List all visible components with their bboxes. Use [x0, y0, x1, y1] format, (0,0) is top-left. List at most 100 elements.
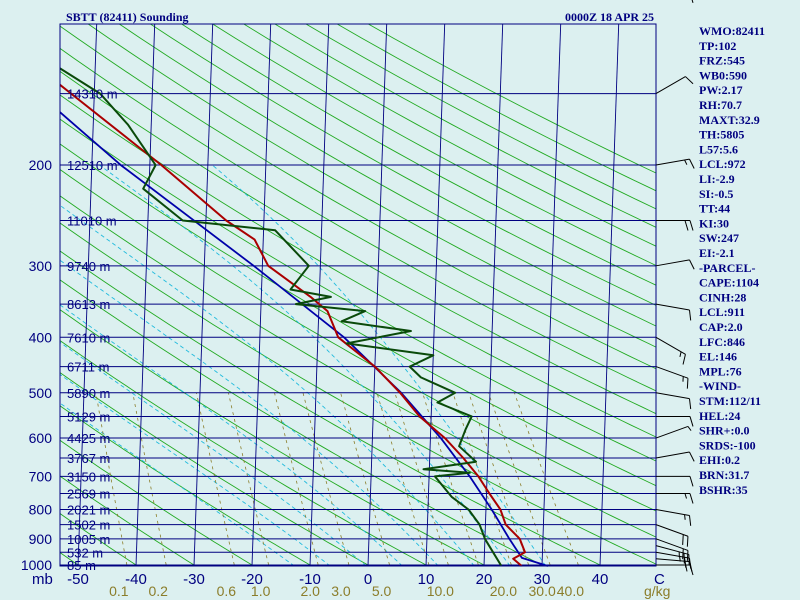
- height-label: 12510 m: [67, 158, 118, 173]
- wind-barb-staff: [655, 451, 690, 459]
- index-label: SI:-0.5: [699, 187, 733, 201]
- dry-adiabat: [243, 23, 657, 247]
- index-label: LI:-2.9: [699, 172, 735, 186]
- mixing-ratio-line: [394, 392, 449, 566]
- height-label: 16640 m: [67, 0, 118, 1]
- isotherm: [367, 23, 388, 567]
- isotherm: [193, 23, 214, 567]
- height-label: 5890 m: [67, 386, 110, 401]
- temperature-tick-label: 20: [476, 571, 493, 588]
- background-grid: [59, 23, 657, 567]
- dry-adiabat: [274, 23, 657, 228]
- index-label: CAPE:1104: [699, 276, 759, 290]
- plot-frame: [59, 23, 657, 567]
- wind-barb-staff: [655, 524, 689, 537]
- pressure-tick-label: 600: [29, 430, 53, 446]
- height-label: 14310 m: [67, 87, 118, 102]
- wind-barb-feather: [685, 76, 694, 85]
- index-label: TT:44: [699, 202, 730, 216]
- index-label: SRDS:-100: [699, 438, 756, 452]
- mixing-ratio-unit-label: g/kg: [644, 583, 670, 599]
- wind-barb-half-feather: [679, 351, 682, 357]
- index-label: -PARCEL-: [699, 261, 755, 275]
- temperature-line: [59, 84, 526, 567]
- moist-adiabat: [59, 304, 403, 567]
- pressure-tick-label: 400: [29, 329, 53, 345]
- mixing-ratio-line: [514, 392, 579, 566]
- dry-adiabat: [59, 143, 657, 487]
- mixing-ratio-tick-label: 10.0: [427, 583, 454, 599]
- index-label: SW:247: [699, 231, 739, 245]
- index-label: BSHR:35: [699, 483, 748, 497]
- wind-barb-feather: [688, 309, 692, 321]
- index-label: L57:5.6: [699, 142, 738, 156]
- pressure-tick-label: 200: [29, 157, 53, 173]
- index-label: PW:2.17: [699, 83, 743, 97]
- dry-adiabat: [59, 340, 429, 567]
- mixing-ratio-line: [488, 392, 551, 566]
- indices-panel: WMO:82411TP:102FRZ:545WB0:590PW:2.17RH:7…: [699, 24, 765, 497]
- sounding-time: 0000Z 18 APR 25: [565, 10, 654, 24]
- isotherm: [251, 23, 272, 567]
- dry-adiabat: [59, 439, 254, 567]
- index-label: EI:-2.1: [699, 246, 735, 260]
- isotherm: [599, 23, 620, 567]
- wind-barb-feather: [691, 0, 694, 3]
- height-label: 7610 m: [67, 330, 110, 345]
- height-label: 3150 m: [67, 469, 110, 484]
- mixing-ratio-line: [376, 392, 430, 566]
- temperature-tick-label: 40: [592, 571, 609, 588]
- index-label: WB0:590: [699, 68, 747, 82]
- wind-barb-staff: [655, 509, 690, 516]
- dry-adiabat: [87, 23, 657, 348]
- wind-barb-feather: [684, 557, 687, 568]
- wind-barb-feather: [689, 493, 694, 504]
- dry-adiabat: [368, 23, 657, 174]
- height-label: 2021 m: [67, 503, 110, 518]
- height-label: 1005 m: [67, 532, 110, 547]
- dry-adiabat: [181, 23, 657, 286]
- wind-barb-feather: [689, 416, 694, 427]
- dry-adiabat: [59, 48, 657, 392]
- wind-barb-feather: [686, 536, 689, 547]
- dry-adiabat: [59, 94, 657, 438]
- wind-barb-staff: [655, 538, 689, 551]
- wind-barb-feather: [689, 158, 695, 169]
- moist-adiabat: [59, 341, 367, 567]
- index-label: RH:70.7: [699, 98, 742, 112]
- mixing-ratio-tick-label: 2.0: [300, 583, 320, 599]
- height-label: 11010 m: [67, 214, 117, 229]
- height-label: 4425 m: [67, 431, 110, 446]
- wind-barb-feather: [684, 220, 689, 231]
- wind-barb-feather: [689, 476, 694, 487]
- mixing-ratio-line: [196, 392, 235, 566]
- wind-barb-half-feather: [684, 159, 688, 165]
- pressure-tick-label: 300: [29, 258, 53, 274]
- mixing-ratio-tick-label: 0.2: [148, 583, 168, 599]
- index-label: BRN:31.7: [699, 468, 749, 482]
- pressure-tick-label: 700: [29, 468, 53, 484]
- axis-labels: 100200300400500600700800900100016640 m14…: [21, 0, 671, 599]
- isotherm: [135, 23, 156, 567]
- wind-barb-half-feather: [684, 514, 686, 520]
- pressure-tick-label: 100: [29, 0, 53, 1]
- moist-adiabat: [59, 374, 331, 567]
- mixing-ratio-line: [228, 392, 270, 566]
- wind-barb-feather: [688, 558, 692, 569]
- dry-adiabat: [212, 23, 657, 266]
- mixing-ratio-tick-label: 0.6: [217, 583, 237, 599]
- index-label: EHI:0.2: [699, 453, 740, 467]
- height-label: 9740 m: [67, 259, 110, 274]
- station-title: SBTT (82411) Sounding: [66, 10, 189, 24]
- mixing-ratio-tick-label: 1.0: [251, 583, 271, 599]
- dry-adiabat: [59, 372, 371, 567]
- mixing-ratio-line: [274, 392, 319, 566]
- dewpoint-line: [59, 67, 503, 567]
- mixing-ratio-tick-label: 30.0: [529, 583, 556, 599]
- mixing-ratio-line: [340, 392, 390, 566]
- wind-barb-feather: [686, 378, 689, 389]
- isotherm: [77, 23, 98, 567]
- index-label: SHR+:0.0: [699, 424, 750, 438]
- profiles: [59, 67, 549, 567]
- wind-barb-feather: [688, 398, 692, 410]
